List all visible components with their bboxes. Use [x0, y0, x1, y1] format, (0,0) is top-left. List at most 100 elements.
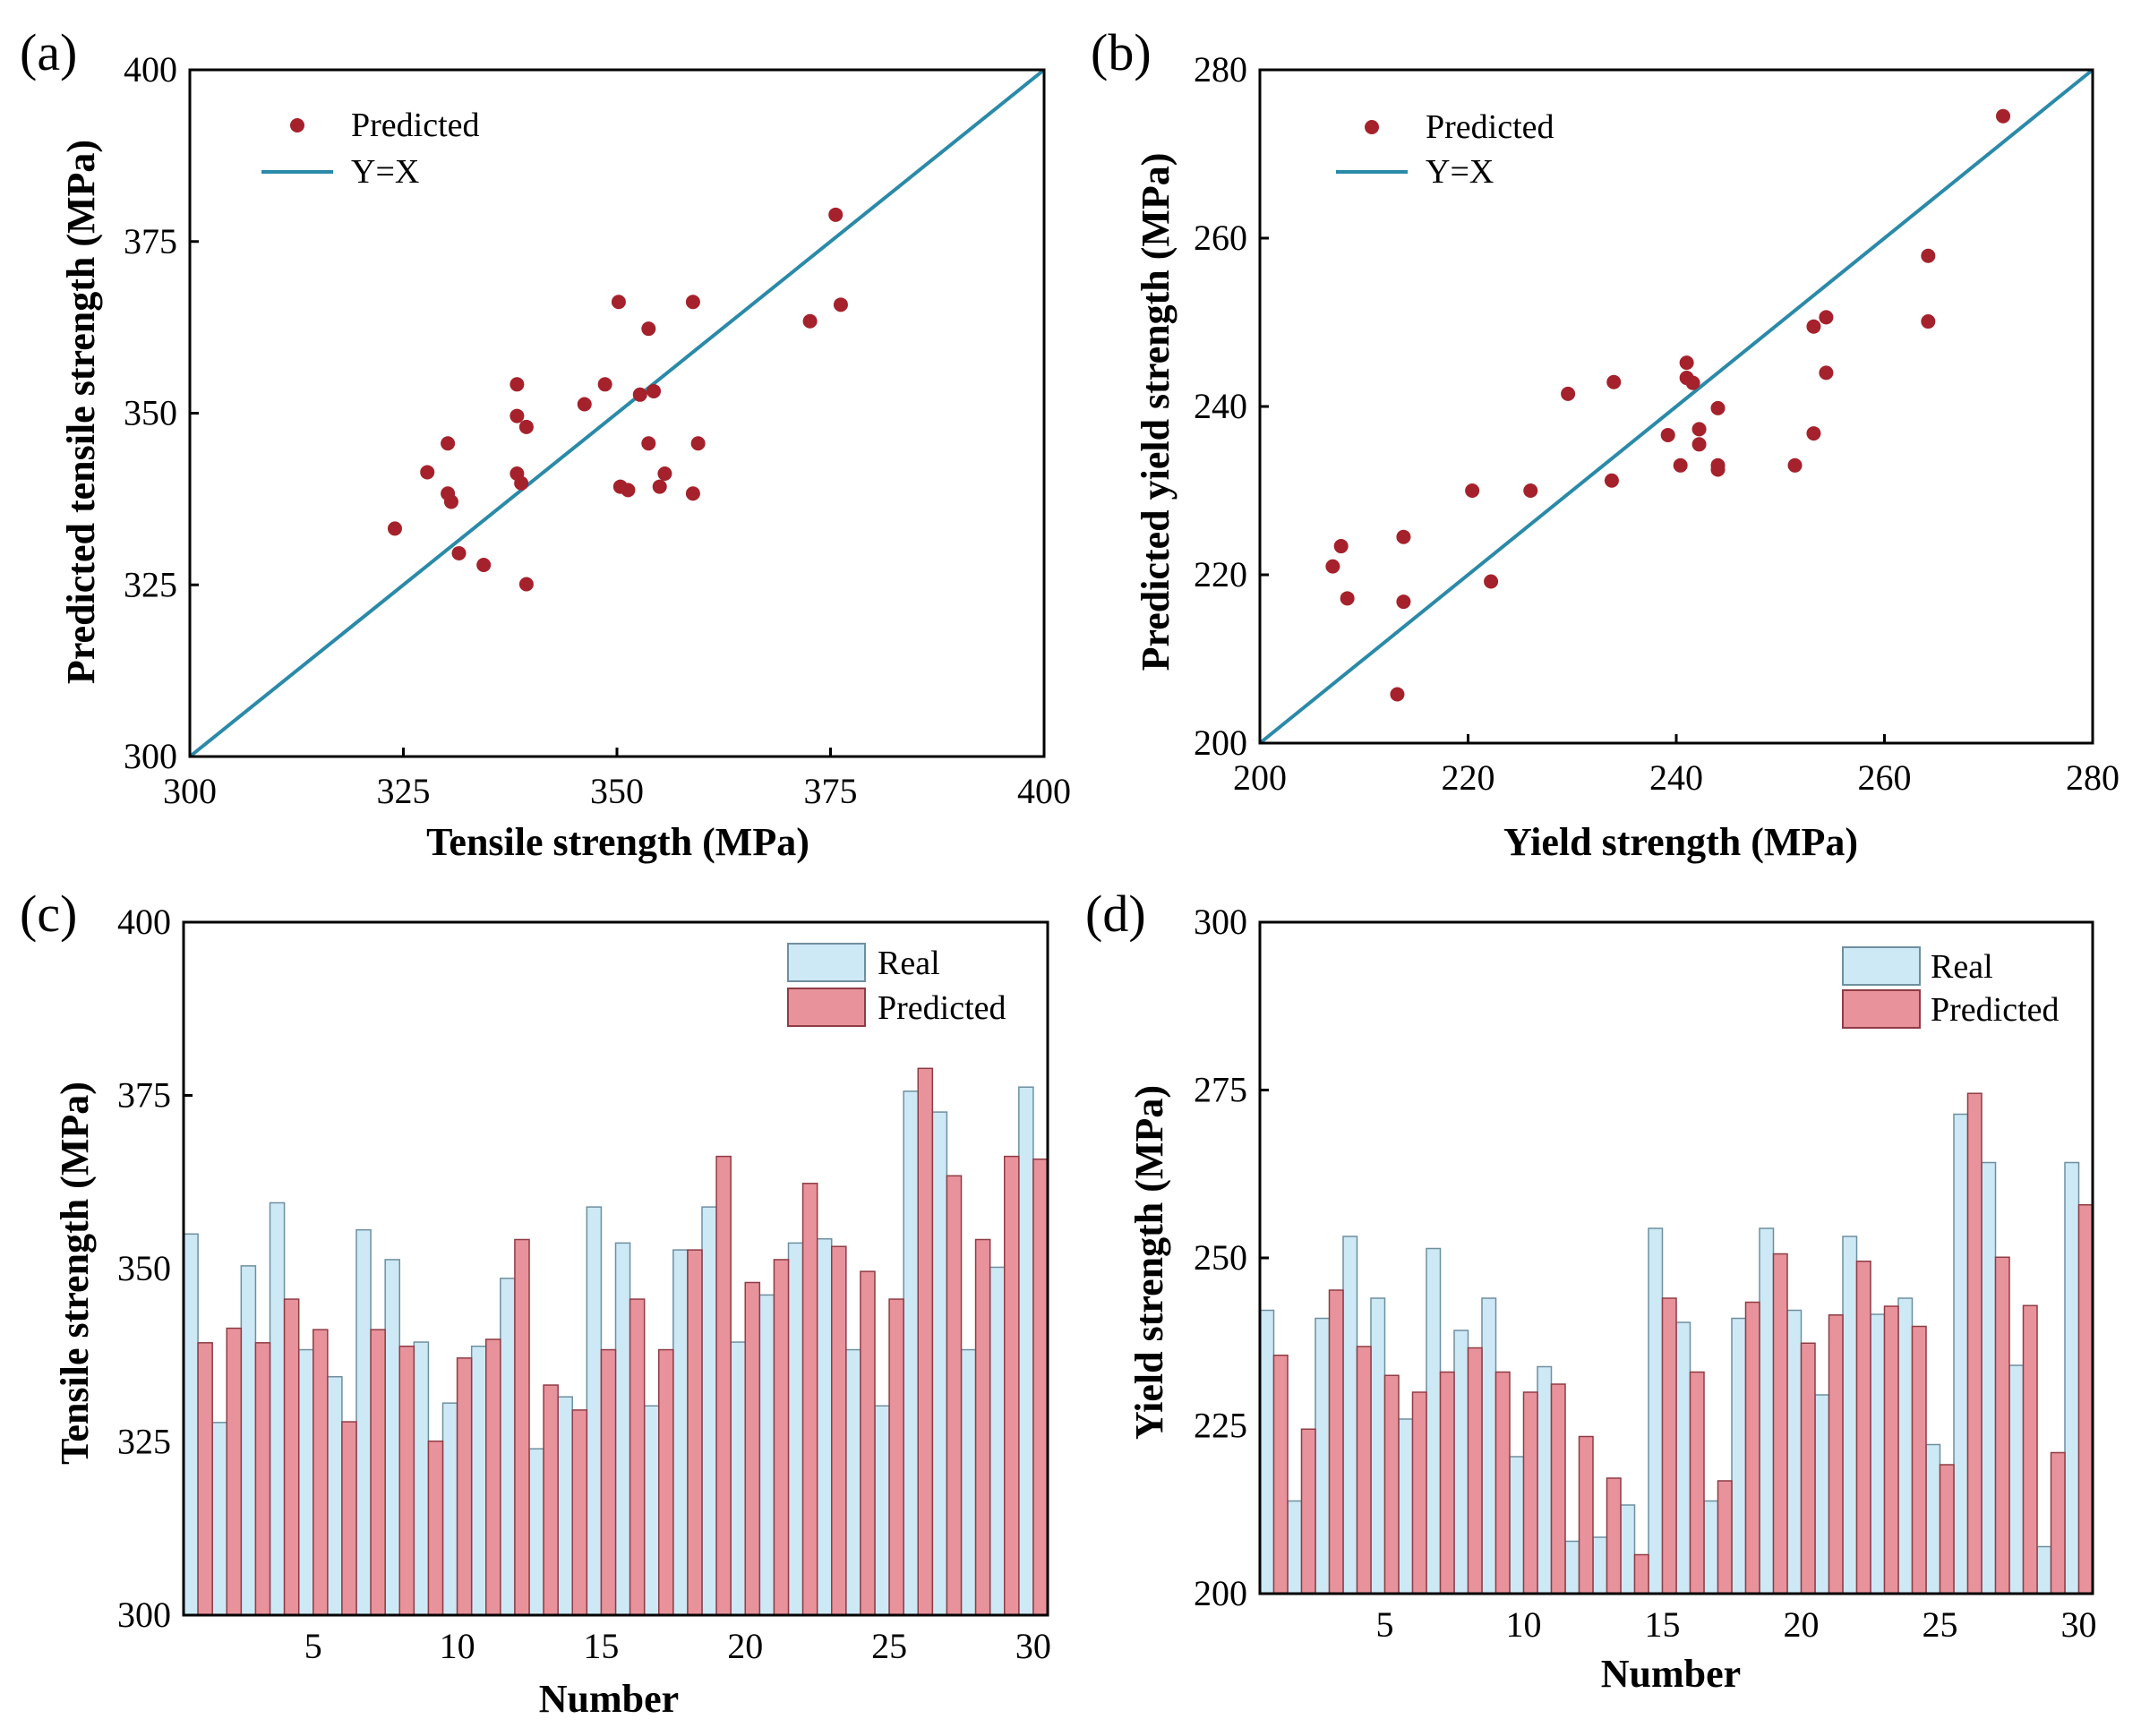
legend-predicted-marker	[290, 118, 304, 133]
data-point	[1523, 483, 1538, 498]
data-point	[1465, 483, 1480, 498]
panel-d-label: (d)	[1085, 885, 1146, 943]
data-point	[1710, 458, 1726, 473]
bar-predicted	[1828, 1314, 1844, 1595]
data-point	[1921, 314, 1936, 329]
y-tick-label: 240	[1194, 386, 1247, 426]
panel-c-label: (c)	[20, 885, 77, 943]
bar-real	[557, 1396, 574, 1616]
bar-real	[758, 1294, 775, 1616]
data-point	[577, 397, 592, 412]
y-tick-label: 250	[1194, 1237, 1247, 1278]
panel-b-legend: Predicted Y=X	[1336, 108, 1554, 191]
data-point	[1819, 365, 1834, 381]
bar-predicted	[1717, 1480, 1733, 1595]
data-point	[1325, 559, 1340, 574]
bar-predicted	[1994, 1256, 2010, 1595]
x-tick-label: 375	[804, 771, 858, 811]
bar-real	[1537, 1365, 1553, 1595]
data-point	[1333, 539, 1349, 554]
data-point	[1806, 426, 1821, 441]
data-point	[1996, 108, 2011, 124]
bar-real	[211, 1422, 228, 1616]
bar-predicted	[1494, 1371, 1511, 1595]
legend-predicted-swatch	[1842, 989, 1921, 1029]
data-point	[1561, 386, 1576, 401]
data-point	[1806, 319, 1821, 334]
data-point	[1679, 355, 1694, 371]
x-tick-label: 280	[2066, 757, 2120, 798]
reference-line-y-equals-x	[188, 68, 1046, 758]
data-point	[510, 377, 525, 392]
bar-real	[2008, 1364, 2025, 1595]
bar-real	[1315, 1317, 1331, 1595]
x-tick-label: 15	[583, 1626, 619, 1666]
reference-line-y-equals-x	[1258, 68, 2094, 745]
y-tick-label: 300	[124, 736, 177, 776]
bar-predicted	[1800, 1342, 1816, 1595]
bar-real	[1842, 1236, 1858, 1595]
bar-predicted	[687, 1249, 703, 1616]
panel-b-plot-frame	[1258, 68, 2094, 745]
bar-real	[787, 1242, 804, 1616]
legend-real-label: Real	[878, 945, 940, 982]
bar-predicted	[1578, 1435, 1594, 1595]
bar-predicted	[427, 1440, 444, 1616]
bar-real	[1481, 1297, 1497, 1595]
bar-real	[614, 1242, 631, 1616]
bar-real	[355, 1228, 372, 1616]
bar-real	[1703, 1500, 1719, 1595]
x-tick-label: 400	[1017, 771, 1071, 811]
panel-d-y-axis-title: Yield strength (MPa)	[1127, 1085, 1171, 1440]
bar-predicted	[715, 1155, 732, 1616]
bar-predicted	[917, 1067, 934, 1616]
bar-real	[413, 1341, 430, 1616]
x-tick-label: 350	[590, 771, 644, 811]
data-point	[1484, 574, 1499, 589]
data-point	[611, 295, 626, 310]
data-point	[441, 436, 456, 451]
x-tick-label: 20	[1784, 1604, 1820, 1645]
x-tick-label: 30	[2061, 1604, 2097, 1645]
bar-predicted	[514, 1238, 530, 1616]
panel-b-x-axis-title: Yield strength (MPa)	[1503, 820, 1858, 864]
data-point	[632, 387, 647, 402]
panel-b-y-axis-title: Predicted yield strength (MPa)	[1134, 153, 1178, 671]
bar-predicted	[1272, 1355, 1289, 1595]
y-tick-label: 400	[117, 902, 171, 942]
bar-real	[2036, 1545, 2052, 1595]
panel-d-legend: Real Predicted	[1842, 946, 2060, 1029]
bar-real	[327, 1375, 343, 1616]
bar-real	[643, 1405, 660, 1616]
panel-c-plot-frame	[182, 920, 1049, 1617]
data-point	[1673, 458, 1688, 473]
bar-real	[874, 1405, 890, 1616]
bar-predicted	[2077, 1204, 2094, 1595]
x-tick-label: 25	[1923, 1604, 1958, 1645]
data-point	[597, 377, 612, 392]
legend-predicted-label: Predicted	[351, 107, 480, 144]
bar-predicted	[1439, 1371, 1455, 1595]
bar-predicted	[1467, 1347, 1483, 1595]
x-tick-label: 220	[1442, 757, 1495, 798]
data-point	[641, 436, 656, 451]
bar-real	[183, 1233, 199, 1616]
data-point	[833, 297, 848, 312]
bar-real	[1592, 1536, 1608, 1595]
y-tick-label: 200	[1194, 1573, 1247, 1613]
y-tick-label: 220	[1194, 554, 1247, 594]
y-tick-label: 200	[1194, 723, 1247, 763]
y-tick-label: 280	[1194, 49, 1247, 90]
panel-d-x-axis-title: Number	[1601, 1652, 1741, 1696]
y-tick-label: 225	[1194, 1406, 1247, 1446]
y-tick-label: 325	[117, 1422, 171, 1462]
bar-predicted	[860, 1270, 876, 1616]
bar-real	[1509, 1456, 1525, 1595]
x-tick-label: 30	[1015, 1626, 1051, 1666]
x-tick-label: 10	[440, 1626, 475, 1666]
bar-predicted	[946, 1175, 963, 1616]
bar-predicted	[1328, 1289, 1344, 1595]
bar-predicted	[1032, 1158, 1049, 1616]
bar-real	[989, 1266, 1006, 1616]
data-point	[1819, 310, 1834, 325]
